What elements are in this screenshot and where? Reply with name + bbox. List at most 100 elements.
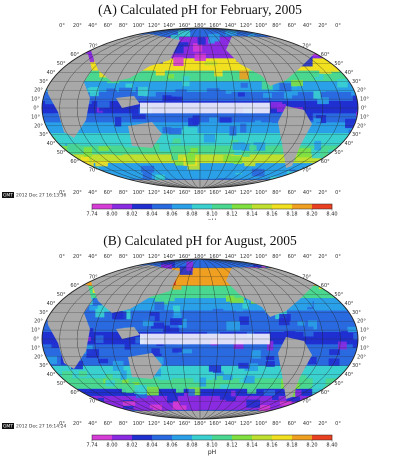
colorbar-segment xyxy=(292,204,313,209)
lat-tick-right: 10° xyxy=(360,114,369,120)
lon-tick-top: 80° xyxy=(119,254,128,260)
lat-tick-left: 70° xyxy=(89,168,98,174)
map-border xyxy=(41,27,359,189)
lon-tick-top: 60° xyxy=(288,23,297,29)
lon-tick-bottom: 0° xyxy=(335,421,341,427)
longitude-ticks: 0°0°20°20°40°40°60°60°80°80°100°100°120°… xyxy=(59,23,341,196)
map-a-figure: 0°0°20°20°40°40°60°60°80°80°100°100°120°… xyxy=(2,23,369,220)
lat-tick-right: 10° xyxy=(360,328,369,334)
lat-tick-left: 40° xyxy=(47,301,56,307)
lat-tick-left: 30° xyxy=(39,79,48,85)
lat-tick-left: 50° xyxy=(57,150,66,156)
colorbar-tick-label: 8.06 xyxy=(166,443,177,449)
lon-tick-bottom: 160° xyxy=(179,190,192,196)
ocean-ph-field xyxy=(42,259,358,419)
colorbar-segment xyxy=(112,204,133,209)
map-b-figure: 0°0°20°20°40°40°60°60°80°80°100°100°120°… xyxy=(2,254,369,456)
lon-tick-bottom: 0° xyxy=(59,421,65,427)
lon-tick-top: 20° xyxy=(318,254,327,260)
lon-tick-top: 40° xyxy=(88,23,97,29)
lat-tick-right: 10° xyxy=(360,97,369,103)
lon-tick-top: 80° xyxy=(119,23,128,29)
lat-tick-right: 60° xyxy=(321,159,330,165)
colorbar-tick-label: 8.04 xyxy=(146,212,157,218)
lon-tick-top: 100° xyxy=(255,23,268,29)
lat-tick-left: 10° xyxy=(31,345,40,351)
lon-tick-bottom: 140° xyxy=(225,190,238,196)
lon-tick-bottom: 160° xyxy=(209,421,222,427)
lat-tick-right: 60° xyxy=(321,52,330,58)
lon-tick-bottom: 60° xyxy=(104,421,113,427)
lon-tick-top: 100° xyxy=(133,23,146,29)
lat-tick-right: 60° xyxy=(321,283,330,289)
lon-tick-bottom: 100° xyxy=(133,190,146,196)
colorbar-tick-label: 8.16 xyxy=(266,443,277,449)
colorbar-segment xyxy=(132,435,153,440)
lat-tick-right: 50° xyxy=(334,150,343,156)
lon-tick-bottom: 140° xyxy=(225,421,238,427)
lat-tick-right: 70° xyxy=(302,274,311,280)
colorbar-segment xyxy=(172,435,193,440)
lon-tick-bottom: 160° xyxy=(209,190,222,196)
lon-tick-bottom: 180° xyxy=(194,421,207,427)
colorbar-tick-label: 8.06 xyxy=(166,212,177,218)
colorbar-tick-label: 8.00 xyxy=(106,212,117,218)
colorbar-segment xyxy=(312,435,333,440)
colorbar-tick-label: 7.74 xyxy=(86,443,97,449)
lat-tick-right: 50° xyxy=(334,292,343,298)
lon-tick-top: 80° xyxy=(272,23,281,29)
lat-tick-right: 50° xyxy=(334,381,343,387)
colorbar-segment xyxy=(212,204,233,209)
lat-tick-left: 70° xyxy=(89,274,98,280)
ocean-ph-field xyxy=(42,28,358,188)
lon-tick-bottom: 20° xyxy=(318,421,327,427)
lat-tick-right: 0° xyxy=(361,106,367,112)
lat-tick-right: 20° xyxy=(357,123,366,129)
lon-tick-bottom: 120° xyxy=(148,190,161,196)
map-b-panel: 0° 0° 20° 20° 40° 40° 60° 60° 80° 80° 100° 100° 120°… xyxy=(0,251,400,461)
colorbar-segment xyxy=(152,204,173,209)
gmt-logo xyxy=(2,423,14,429)
lat-tick-right: 70° xyxy=(302,43,311,49)
lon-tick-top: 60° xyxy=(288,254,297,260)
lon-tick-bottom: 40° xyxy=(88,421,97,427)
colorbar-tick-label: 8.20 xyxy=(306,212,317,218)
lon-tick-bottom: 40° xyxy=(303,190,312,196)
colorbar-tick-label: 8.18 xyxy=(286,212,297,218)
colorbar-tick-label: 8.02 xyxy=(126,212,137,218)
lat-tick-right: 20° xyxy=(357,88,366,94)
colorbar-tick-label: 8.02 xyxy=(126,443,137,449)
lat-tick-right: 30° xyxy=(352,132,361,138)
lat-tick-left: 20° xyxy=(34,319,43,325)
lon-tick-top: 80° xyxy=(272,254,281,260)
lat-tick-left: 30° xyxy=(39,310,48,316)
lat-tick-left: 50° xyxy=(57,61,66,67)
lon-tick-top: 40° xyxy=(303,23,312,29)
lon-tick-bottom: 140° xyxy=(163,190,176,196)
gmt-logo-text: GMT xyxy=(3,193,13,199)
lat-tick-left: 30° xyxy=(39,363,48,369)
lon-tick-top: 0° xyxy=(335,254,341,260)
lon-tick-top: 0° xyxy=(59,23,65,29)
colorbar-tick-label: 8.18 xyxy=(286,443,297,449)
colorbar-title: pH xyxy=(208,449,216,456)
colorbar-segment xyxy=(272,204,293,209)
lon-tick-bottom: 100° xyxy=(255,421,268,427)
lon-tick-bottom: 120° xyxy=(240,190,253,196)
ph-colorbar: 7.74 8.00 8.02 8.04 8.06 8.08 8.10 8.12 8.14 8.16… xyxy=(86,203,338,220)
lat-tick-right: 40° xyxy=(345,301,354,307)
lat-tick-right: 70° xyxy=(302,168,311,174)
map-border xyxy=(41,258,359,420)
lat-tick-right: 40° xyxy=(345,141,354,147)
colorbar-segment xyxy=(92,435,113,440)
lat-tick-left: 60° xyxy=(70,52,79,58)
colorbar-segment xyxy=(292,435,313,440)
lat-tick-left: 60° xyxy=(70,159,79,165)
lat-tick-right: 40° xyxy=(345,372,354,378)
lon-tick-bottom: 80° xyxy=(119,190,128,196)
colorbar-tick-label: 8.00 xyxy=(106,443,117,449)
lat-tick-left: 10° xyxy=(31,97,40,103)
lat-tick-left: 20° xyxy=(34,123,43,129)
lat-tick-right: 30° xyxy=(352,79,361,85)
colorbar-tick-label: 8.40 xyxy=(326,443,337,449)
